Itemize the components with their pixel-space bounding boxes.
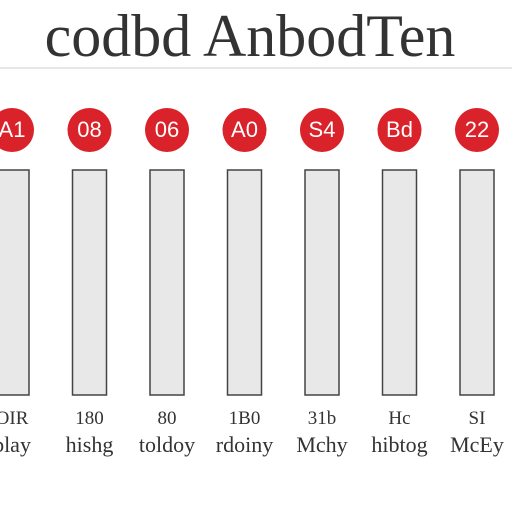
column-bar (0, 169, 30, 396)
column-label: Mchy (296, 432, 347, 457)
column-code: 80 (158, 408, 177, 429)
column-label: toldoy (139, 432, 195, 457)
badge-text: 08 (77, 117, 101, 142)
badge (145, 108, 189, 152)
badge (0, 108, 34, 152)
column-bar (459, 169, 495, 396)
title: codbd AnbodTen (45, 3, 456, 69)
column-code: 31b (308, 408, 337, 429)
column-code: 1B0 (229, 408, 261, 429)
column-label: hibtog (371, 432, 427, 457)
badge-text: A0 (231, 117, 258, 142)
badge-text: 06 (155, 117, 179, 142)
badge-text: A1 (0, 117, 25, 142)
column-code: Hc (388, 408, 410, 429)
badge (455, 108, 499, 152)
badge (300, 108, 344, 152)
badge-text: Bd (386, 117, 413, 142)
badge (377, 108, 422, 152)
badge-text: S4 (309, 117, 336, 142)
column-code: SI (469, 408, 486, 429)
column-code: OIR (0, 408, 29, 429)
column-bar (149, 169, 185, 396)
column-bar (226, 169, 263, 396)
column-code: 180 (75, 408, 104, 429)
column-label: hishg (66, 432, 114, 457)
badge (222, 108, 267, 152)
column-label: McEy (450, 432, 504, 457)
column-bar (381, 169, 418, 396)
column-bar (71, 169, 108, 396)
column-bar (304, 169, 340, 396)
badge (67, 108, 112, 152)
badge-text: 22 (465, 117, 489, 142)
column-label: rdoiny (216, 432, 273, 457)
column-label: blay (0, 432, 31, 457)
